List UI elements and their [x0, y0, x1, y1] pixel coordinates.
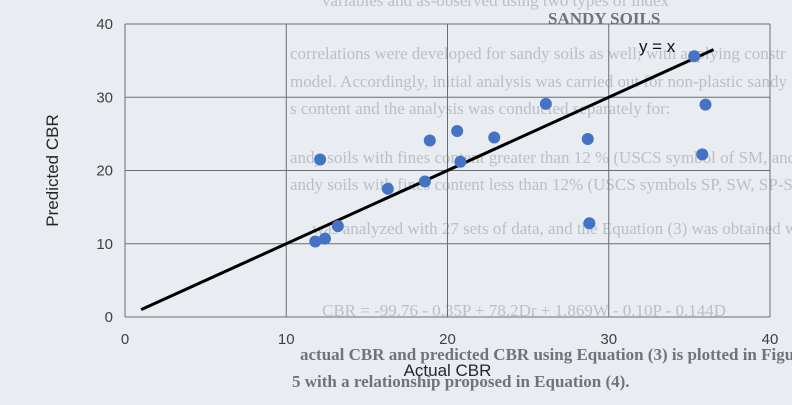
background-text-line: model. Accordingly, initial analysis was…: [290, 72, 787, 91]
fit-line-annotation: y = x: [639, 37, 676, 56]
data-point: [583, 217, 596, 230]
data-point: [418, 175, 431, 188]
background-text-line: 5 with a relationship proposed in Equati…: [292, 372, 630, 391]
background-text-line: andy soils with fines content less than …: [290, 175, 792, 194]
background-text-line: variables and as-observed using two type…: [322, 0, 669, 10]
x-tick-label: 10: [278, 331, 295, 348]
y-tick-label: 30: [96, 89, 113, 106]
x-tick-label: 0: [121, 331, 129, 348]
x-axis-label: Actual CBR: [404, 361, 492, 380]
data-point: [309, 235, 322, 248]
background-text-line: was analyzed with 27 sets of data, and t…: [312, 219, 792, 238]
y-tick-label: 0: [105, 309, 113, 326]
y-tick-label: 40: [96, 16, 113, 33]
background-text-line: actual CBR and predicted CBR using Equat…: [300, 345, 792, 364]
y-tick-label: 10: [96, 236, 113, 253]
y-tick-label: 20: [96, 163, 113, 180]
data-point: [451, 124, 464, 137]
data-point: [318, 232, 331, 245]
x-tick-label: 20: [439, 331, 456, 348]
x-tick-label: 30: [600, 331, 617, 348]
data-point: [454, 155, 467, 168]
gridlines: [125, 23, 771, 317]
data-point: [423, 134, 436, 147]
axes: [124, 24, 770, 318]
background-text-line: CBR = -99.76 - 0.35P + 78.2Dr + 1.869W -…: [322, 301, 727, 320]
data-point: [696, 148, 709, 161]
y-axis-label: Predicted CBR: [43, 114, 62, 226]
data-point: [581, 133, 594, 146]
background-text-line: correlations were developed for sandy so…: [290, 44, 786, 63]
data-point: [381, 182, 394, 195]
x-tick-label: 40: [762, 331, 779, 348]
data-point: [488, 131, 501, 144]
background-text-heading: SANDY SOILS: [548, 9, 661, 28]
data-point: [331, 220, 344, 233]
data-point: [688, 50, 701, 63]
data-points: [309, 50, 712, 248]
data-point: [314, 153, 327, 166]
data-point: [699, 98, 712, 111]
background-text-line: andy soils with fines content greater th…: [290, 148, 792, 167]
tick-labels: 0 10 20 30 40 0 10 20 30 40: [96, 16, 778, 348]
data-point: [539, 97, 552, 110]
